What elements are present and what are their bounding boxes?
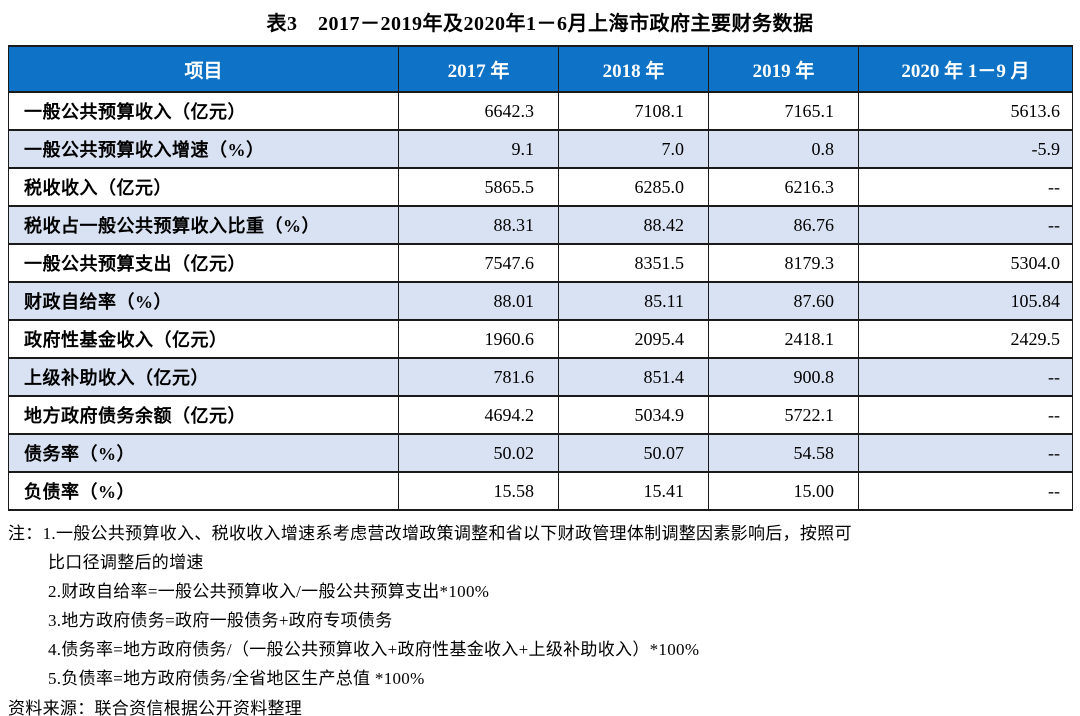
notes-section: 注：1.一般公共预算收入、税收收入增速系考虑营改增政策调整和省以下财政管理体制调… [8, 519, 1072, 716]
cell-value: 87.60 [708, 281, 859, 321]
cell-value: -- [858, 167, 1073, 207]
cell-value: 6642.3 [398, 91, 559, 131]
cell-value: 88.01 [398, 281, 559, 321]
table-row: 政府性基金收入（亿元） 1960.6 2095.4 2418.1 2429.5 [8, 319, 1073, 359]
cell-value: -- [858, 471, 1073, 511]
cell-value: 15.58 [398, 471, 559, 511]
notes-lines: 注：1.一般公共预算收入、税收收入增速系考虑营改增政策调整和省以下财政管理体制调… [8, 519, 1072, 693]
cell-value: 2429.5 [858, 319, 1073, 359]
note-line: 2.财政自给率=一般公共预算收入/一般公共预算支出*100% [48, 582, 490, 601]
cell-value: -5.9 [858, 129, 1073, 169]
row-label: 债务率（%） [8, 433, 399, 473]
table-row: 财政自给率（%） 88.01 85.11 87.60 105.84 [8, 281, 1073, 321]
cell-value: 2418.1 [708, 319, 859, 359]
table-body: 一般公共预算收入（亿元） 6642.3 7108.1 7165.1 5613.6 一般公共… [8, 91, 1073, 511]
cell-value: 5304.0 [858, 243, 1073, 283]
cell-value: 851.4 [558, 357, 709, 397]
table-row: 上级补助收入（亿元） 781.6 851.4 900.8 -- [8, 357, 1073, 397]
cell-value: 88.42 [558, 205, 709, 245]
cell-value: 6216.3 [708, 167, 859, 207]
table-row: 税收占一般公共预算收入比重（%） 88.31 88.42 86.76 -- [8, 205, 1073, 245]
cell-value: -- [858, 433, 1073, 473]
cell-value: 781.6 [398, 357, 559, 397]
cell-value: 15.00 [708, 471, 859, 511]
cell-value: 7.0 [558, 129, 709, 169]
cell-value: 6285.0 [558, 167, 709, 207]
row-label: 财政自给率（%） [8, 281, 399, 321]
row-label: 一般公共预算收入（亿元） [8, 91, 399, 131]
cell-value: 5613.6 [858, 91, 1073, 131]
cell-value: 50.07 [558, 433, 709, 473]
cell-value: 50.02 [398, 433, 559, 473]
cell-value: 9.1 [398, 129, 559, 169]
column-header-3: 2019 年 [708, 45, 859, 93]
cell-value: 15.41 [558, 471, 709, 511]
cell-value: 8179.3 [708, 243, 859, 283]
table-row: 地方政府债务余额（亿元） 4694.2 5034.9 5722.1 -- [8, 395, 1073, 435]
financial-data-table: 项目 2017 年 2018 年 2019 年 2020 年 1－9 月 一般公共预算收… [8, 45, 1073, 511]
table-title: 表3 2017－2019年及2020年1－6月上海市政府主要财务数据 [266, 13, 814, 35]
note-line: 3.地方政府债务=政府一般债务+政府专项债务 [48, 611, 393, 630]
note-line: 比口径调整后的增速 [48, 553, 204, 572]
table-row: 税收收入（亿元） 5865.5 6285.0 6216.3 -- [8, 167, 1073, 207]
cell-value: -- [858, 395, 1073, 435]
cell-value: 2095.4 [558, 319, 709, 359]
cell-value: 4694.2 [398, 395, 559, 435]
cell-value: 5865.5 [398, 167, 559, 207]
cell-value: 5034.9 [558, 395, 709, 435]
cell-value: 85.11 [558, 281, 709, 321]
cell-value: 1960.6 [398, 319, 559, 359]
table-row: 一般公共预算收入增速（%） 9.1 7.0 0.8 -5.9 [8, 129, 1073, 169]
table-row: 负债率（%） 15.58 15.41 15.00 -- [8, 471, 1073, 511]
cell-value: 86.76 [708, 205, 859, 245]
note-line: 注：1.一般公共预算收入、税收收入增速系考虑营改增政策调整和省以下财政管理体制调… [8, 524, 852, 543]
table-row: 债务率（%） 50.02 50.07 54.58 -- [8, 433, 1073, 473]
cell-value: 7108.1 [558, 91, 709, 131]
cell-value: 8351.5 [558, 243, 709, 283]
column-header-0: 项目 [8, 45, 399, 93]
row-label: 地方政府债务余额（亿元） [8, 395, 399, 435]
table-header-row: 项目 2017 年 2018 年 2019 年 2020 年 1－9 月 [8, 45, 1073, 93]
cell-value: 54.58 [708, 433, 859, 473]
table-row: 一般公共预算支出（亿元） 7547.6 8351.5 8179.3 5304.0 [8, 243, 1073, 283]
note-line: 5.负债率=地方政府债务/全省地区生产总值 *100% [48, 669, 425, 688]
cell-value: 7547.6 [398, 243, 559, 283]
cell-value: 900.8 [708, 357, 859, 397]
cell-value: 0.8 [708, 129, 859, 169]
row-label: 税收收入（亿元） [8, 167, 399, 207]
column-header-2: 2018 年 [558, 45, 709, 93]
row-label: 一般公共预算收入增速（%） [8, 129, 399, 169]
row-label: 政府性基金收入（亿元） [8, 319, 399, 359]
cell-value: 88.31 [398, 205, 559, 245]
table-row: 一般公共预算收入（亿元） 6642.3 7108.1 7165.1 5613.6 [8, 91, 1073, 131]
source-line: 资料来源：联合资信根据公开资料整理 [8, 699, 303, 716]
cell-value: 5722.1 [708, 395, 859, 435]
cell-value: 7165.1 [708, 91, 859, 131]
cell-value: -- [858, 357, 1073, 397]
row-label: 一般公共预算支出（亿元） [8, 243, 399, 283]
row-label: 上级补助收入（亿元） [8, 357, 399, 397]
row-label: 税收占一般公共预算收入比重（%） [8, 205, 399, 245]
column-header-4: 2020 年 1－9 月 [858, 45, 1073, 93]
cell-value: -- [858, 205, 1073, 245]
cell-value: 105.84 [858, 281, 1073, 321]
column-header-1: 2017 年 [398, 45, 559, 93]
row-label: 负债率（%） [8, 471, 399, 511]
note-line: 4.债务率=地方政府债务/（一般公共预算收入+政府性基金收入+上级补助收入）*1… [48, 640, 700, 659]
